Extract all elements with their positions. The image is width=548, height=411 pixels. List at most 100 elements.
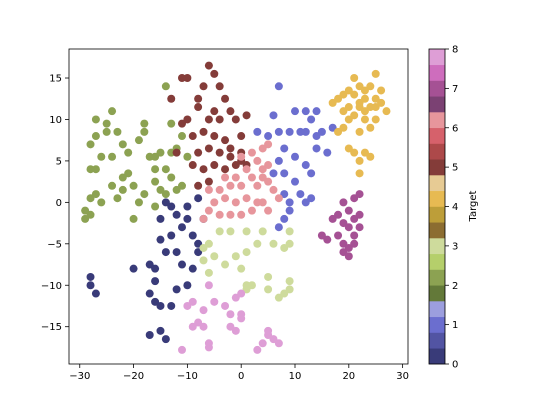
x-tick-label: 20 [342, 371, 355, 382]
scatter-point [355, 223, 364, 232]
scatter-point [253, 156, 262, 165]
scatter-point [355, 103, 364, 112]
scatter-point [161, 165, 170, 174]
scatter-point [323, 148, 332, 157]
scatter-point [264, 140, 273, 149]
scatter-point [360, 107, 369, 116]
scatter-point [204, 185, 213, 194]
scatter-point [323, 235, 332, 244]
scatter-point [285, 277, 294, 286]
scatter-point [156, 148, 165, 157]
scatter-point [226, 144, 235, 153]
scatter-point [156, 185, 165, 194]
scatter-point [264, 132, 273, 141]
scatter-point [242, 111, 251, 120]
x-tick-label: −10 [177, 371, 198, 382]
colorbar-segment [429, 159, 445, 176]
scatter-point [210, 132, 219, 141]
scatter-point [172, 248, 181, 257]
scatter-point [253, 239, 262, 248]
scatter-point [151, 202, 160, 211]
scatter-point [231, 326, 240, 335]
scatter-point [301, 107, 310, 116]
scatter-point [360, 148, 369, 157]
scatter-point [280, 169, 289, 178]
scatter-point [339, 219, 348, 228]
scatter-point [274, 194, 283, 203]
scatter-point [366, 152, 375, 161]
scatter-point [280, 214, 289, 223]
colorbar-label: Target [468, 190, 479, 222]
colorbar-segment [429, 175, 445, 192]
scatter-point [377, 98, 386, 107]
scatter-point [355, 82, 364, 91]
scatter-point [355, 210, 364, 219]
scatter-point [204, 239, 213, 248]
colorbar-segment [429, 96, 445, 113]
scatter-point [118, 185, 127, 194]
scatter-point [221, 301, 230, 310]
scatter-point [237, 210, 246, 219]
scatter-point [204, 281, 213, 290]
scatter-point [167, 173, 176, 182]
scatter-point [215, 82, 224, 91]
scatter-point [231, 161, 240, 170]
scatter-point [280, 144, 289, 153]
scatter-point [355, 169, 364, 178]
scatter-point [194, 194, 203, 203]
scatter-point [377, 86, 386, 95]
colorbar-segment [429, 64, 445, 81]
colorbar-segment [429, 80, 445, 97]
scatter-point [350, 74, 359, 83]
colorbar-tick-label: 2 [452, 281, 458, 292]
scatter-point [86, 140, 95, 149]
scatter-point [344, 206, 353, 215]
scatter-point [151, 277, 160, 286]
scatter-point [371, 115, 380, 124]
scatter-point [339, 239, 348, 248]
scatter-point [124, 169, 133, 178]
scatter-point [108, 107, 117, 116]
scatter-point [145, 330, 154, 339]
scatter-point [215, 185, 224, 194]
scatter-point [242, 165, 251, 174]
scatter-point [350, 214, 359, 223]
scatter-point [188, 322, 197, 331]
scatter-point [253, 198, 262, 207]
scatter-point [172, 210, 181, 219]
scatter-point [253, 181, 262, 190]
scatter-point [151, 264, 160, 273]
scatter-point [328, 98, 337, 107]
scatter-point [204, 144, 213, 153]
scatter-point [210, 297, 219, 306]
colorbar-segment [429, 238, 445, 255]
scatter-point [86, 281, 95, 290]
y-tick-label: −10 [41, 281, 62, 292]
scatter-point [334, 231, 343, 240]
scatter-point [221, 173, 230, 182]
scatter-point [172, 185, 181, 194]
scatter-point [355, 127, 364, 136]
scatter-point [269, 169, 278, 178]
scatter-point [344, 243, 353, 252]
scatter-point [307, 194, 316, 203]
scatter-point [156, 214, 165, 223]
scatter-point [350, 148, 359, 157]
colorbar-tick-label: 6 [452, 123, 458, 134]
colorbar-segment [429, 206, 445, 223]
scatter-point [167, 301, 176, 310]
scatter-point [328, 214, 337, 223]
scatter-point [204, 206, 213, 215]
scatter-point [226, 152, 235, 161]
scatter-point [188, 297, 197, 306]
scatter-point [226, 310, 235, 319]
scatter-point [280, 190, 289, 199]
scatter-point [151, 177, 160, 186]
scatter-point [156, 235, 165, 244]
scatter-point [366, 123, 375, 132]
scatter-point [118, 140, 127, 149]
scatter-point [350, 194, 359, 203]
scatter-point [366, 82, 375, 91]
scatter-point [91, 115, 100, 124]
